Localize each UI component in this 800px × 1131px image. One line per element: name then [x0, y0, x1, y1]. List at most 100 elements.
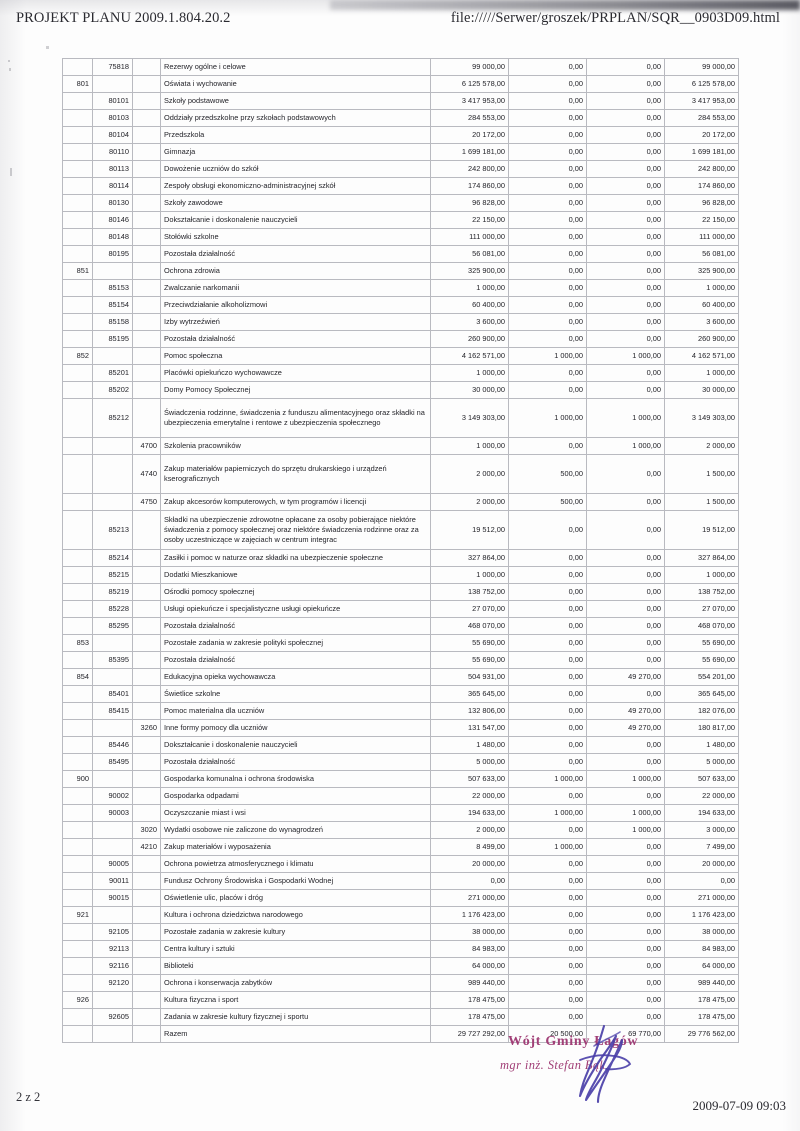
cell-value-4: 989 440,00	[664, 974, 739, 992]
cell-paragraf	[132, 804, 161, 822]
cell-value-1: 4 162 571,00	[430, 347, 509, 365]
table-row: 85154 Przeciwdziałanie alkoholizmowi 60 40…	[62, 296, 739, 314]
cell-value-3: 0,00	[586, 889, 665, 907]
cell-value-2: 0,00	[508, 566, 587, 584]
cell-dzial	[62, 245, 93, 263]
cell-value-4: 327 864,00	[664, 549, 739, 567]
cell-value-3: 0,00	[586, 194, 665, 212]
cell-description: Pozostałe zadania w zakresie kultury	[160, 923, 431, 941]
cell-value-1: 30 000,00	[430, 381, 509, 399]
cell-dzial	[62, 437, 93, 455]
cell-value-2: 500,00	[508, 454, 587, 494]
cell-description: Kultura i ochrona dziedzictwa narodowego	[160, 906, 431, 924]
cell-value-2: 0,00	[508, 583, 587, 601]
cell-value-4: 7 499,00	[664, 838, 739, 856]
cell-value-3: 0,00	[586, 753, 665, 771]
cell-description: Ochrona zdrowia	[160, 262, 431, 280]
cell-description: Zakup materiałów i wyposażenia	[160, 838, 431, 856]
cell-value-3: 0,00	[586, 923, 665, 941]
cell-description: Szkoły podstawowe	[160, 92, 431, 110]
cell-value-2: 0,00	[508, 313, 587, 331]
cell-paragraf	[132, 364, 161, 382]
cell-value-4: 1 500,00	[664, 454, 739, 494]
cell-rozdzial	[92, 906, 133, 924]
cell-rozdzial	[92, 437, 133, 455]
cell-dzial	[62, 702, 93, 720]
cell-value-1: 365 645,00	[430, 685, 509, 703]
table-row: 85446 Dokształcanie i doskonalenie nauczy…	[62, 736, 739, 754]
cell-description: Oddziały przedszkolne przy szkołach pods…	[160, 109, 431, 127]
cell-paragraf	[132, 313, 161, 331]
cell-value-4: 468 070,00	[664, 617, 739, 635]
cell-paragraf	[132, 685, 161, 703]
document-title: PROJEKT PLANU 2009.1.804.20.2	[16, 10, 231, 26]
table-row: 85215 Dodatki Mieszkaniowe 1 000,00 0,00 0,0…	[62, 566, 739, 584]
cell-value-4: 27 070,00	[664, 600, 739, 618]
cell-value-4: 5 000,00	[664, 753, 739, 771]
cell-value-1: 5 000,00	[430, 753, 509, 771]
cell-dzial	[62, 279, 93, 297]
cell-paragraf	[132, 770, 161, 788]
cell-value-2: 0,00	[508, 510, 587, 550]
cell-value-2: 0,00	[508, 330, 587, 348]
cell-rozdzial: 80104	[92, 126, 133, 144]
cell-value-4: 22 150,00	[664, 211, 739, 229]
cell-value-4: 38 000,00	[664, 923, 739, 941]
cell-value-4: 99 000,00	[664, 58, 739, 76]
cell-description: Rezerwy ogólne i celowe	[160, 58, 431, 76]
table-row: 854 Edukacyjna opieka wychowawcza 504 931,…	[62, 668, 739, 686]
cell-value-2: 0,00	[508, 549, 587, 567]
cell-value-3: 0,00	[586, 381, 665, 399]
cell-description: Pozostała działalność	[160, 330, 431, 348]
cell-value-3: 49 270,00	[586, 668, 665, 686]
cell-dzial: 851	[62, 262, 93, 280]
table-row: 92116 Biblioteki 64 000,00 0,00 0,00 64 000,0…	[62, 957, 739, 975]
cell-value-4: 1 480,00	[664, 736, 739, 754]
cell-value-3: 1 000,00	[586, 437, 665, 455]
cell-dzial: 852	[62, 347, 93, 365]
table-row: 75818 Rezerwy ogólne i celowe 99 000,00 0,0…	[62, 58, 739, 76]
cell-rozdzial: 85395	[92, 651, 133, 669]
cell-value-2: 0,00	[508, 194, 587, 212]
cell-description: Zakup akcesorów komputerowych, w tym pro…	[160, 493, 431, 511]
cell-value-2: 0,00	[508, 177, 587, 195]
cell-paragraf	[132, 549, 161, 567]
cell-dzial	[62, 719, 93, 737]
cell-value-4: 55 690,00	[664, 634, 739, 652]
table-row: 80130 Szkoły zawodowe 96 828,00 0,00 0,00 96 …	[62, 194, 739, 212]
cell-value-3: 0,00	[586, 617, 665, 635]
cell-value-2: 0,00	[508, 1008, 587, 1026]
cell-description: Kultura fizyczna i sport	[160, 991, 431, 1009]
scan-speck	[10, 168, 12, 176]
table-row: 85213 Składki na ubezpieczenie zdrowotne …	[62, 510, 739, 550]
cell-value-4: 1 500,00	[664, 493, 739, 511]
cell-value-2: 0,00	[508, 940, 587, 958]
cell-value-3: 1 000,00	[586, 347, 665, 365]
cell-value-3: 0,00	[586, 58, 665, 76]
cell-value-1: 242 800,00	[430, 160, 509, 178]
cell-value-2: 0,00	[508, 957, 587, 975]
budget-table-body: 75818 Rezerwy ogólne i celowe 99 000,00 0,0…	[62, 58, 739, 1043]
cell-value-2: 1 000,00	[508, 770, 587, 788]
cell-rozdzial: 80146	[92, 211, 133, 229]
cell-value-1: 138 752,00	[430, 583, 509, 601]
cell-rozdzial: 90011	[92, 872, 133, 890]
cell-description: Wydatki osobowe nie zaliczone do wynagro…	[160, 821, 431, 839]
cell-paragraf	[132, 872, 161, 890]
cell-value-2: 0,00	[508, 787, 587, 805]
cell-value-2: 0,00	[508, 109, 587, 127]
cell-description: Pozostała działalność	[160, 617, 431, 635]
cell-value-1: 64 000,00	[430, 957, 509, 975]
cell-description: Pomoc materialna dla uczniów	[160, 702, 431, 720]
cell-value-1: 284 553,00	[430, 109, 509, 127]
cell-value-2: 0,00	[508, 634, 587, 652]
cell-value-1: 260 900,00	[430, 330, 509, 348]
page-number: 2 z 2	[16, 1090, 41, 1104]
cell-rozdzial	[92, 347, 133, 365]
cell-value-2: 0,00	[508, 279, 587, 297]
cell-value-4: 3 149 303,00	[664, 398, 739, 438]
cell-value-3: 0,00	[586, 787, 665, 805]
cell-value-2: 0,00	[508, 296, 587, 314]
cell-value-2: 0,00	[508, 719, 587, 737]
cell-description: Placówki opiekuńczo wychowawcze	[160, 364, 431, 382]
